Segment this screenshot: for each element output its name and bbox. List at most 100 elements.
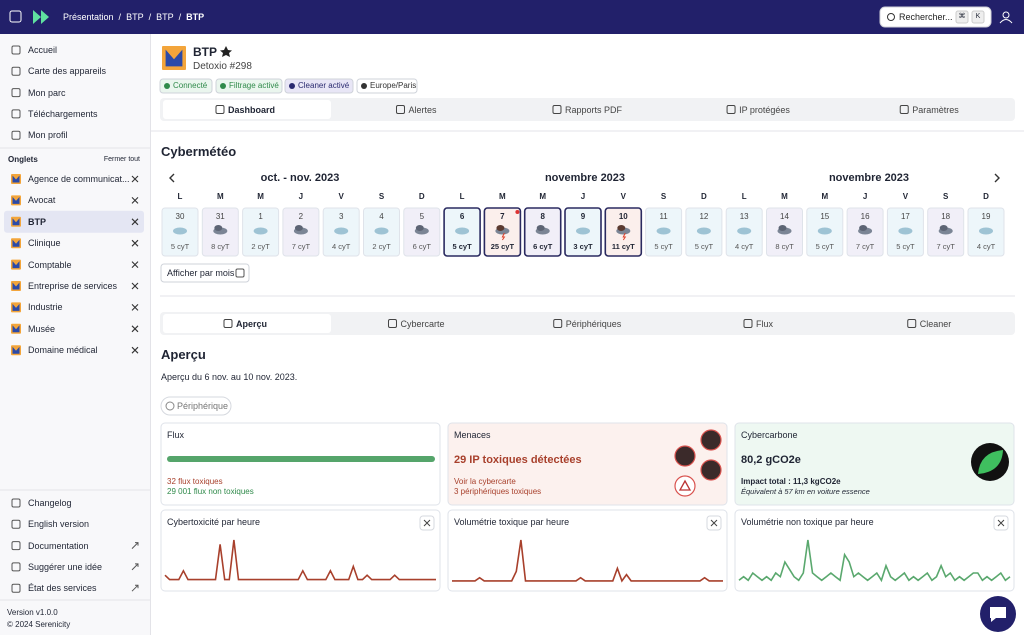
icon — [11, 519, 21, 529]
weekday: D — [983, 192, 989, 201]
footer-link[interactable]: Documentation — [28, 540, 89, 551]
next-arrow[interactable] — [994, 173, 1000, 183]
prev-arrow[interactable] — [169, 173, 175, 183]
icon — [235, 268, 245, 278]
tab[interactable]: Flux — [755, 318, 773, 329]
weekday: M — [499, 192, 506, 201]
weather-cloud-dark — [939, 225, 948, 231]
kbd — [955, 10, 969, 24]
sidebar-toggle[interactable] — [9, 10, 22, 23]
icon — [11, 498, 21, 508]
weather-cloud — [696, 227, 711, 235]
copyright: © 2024 Serenicity — [7, 620, 71, 629]
tab-active — [163, 314, 331, 333]
tab-item[interactable]: BTP — [28, 216, 46, 227]
footer-link[interactable]: État des services — [28, 583, 97, 594]
user-icon — [1002, 11, 1010, 19]
nav-item[interactable]: Carte des appareils — [28, 66, 107, 77]
breadcrumb-item[interactable]: BTP — [126, 12, 144, 22]
tab[interactable]: Paramètres — [912, 104, 959, 115]
star[interactable] — [220, 46, 232, 57]
tab-item[interactable]: Entreprise de services — [28, 281, 118, 291]
weekday: M — [216, 192, 224, 201]
card — [734, 422, 1015, 506]
nav-item[interactable]: Téléchargements — [28, 108, 98, 119]
tab[interactable]: Dashboard — [227, 104, 275, 115]
footer-link[interactable]: Suggérer une idée — [28, 561, 103, 572]
tab-close[interactable] — [131, 218, 139, 226]
tab[interactable]: Périphériques — [565, 318, 622, 329]
weather-cloud-dark — [617, 225, 626, 231]
warning-icon — [678, 479, 692, 491]
tab[interactable]: IP protégées — [739, 104, 790, 115]
icon — [907, 319, 917, 328]
tab[interactable]: Cleaner — [919, 318, 952, 329]
tab-close[interactable] — [131, 304, 139, 311]
tab-close[interactable] — [131, 197, 139, 204]
menaces-link[interactable]: Voir la cybercarte — [454, 477, 516, 486]
day-number: 4 — [379, 212, 384, 221]
logo-mark — [165, 49, 183, 67]
breadcrumb-item[interactable]: BTP — [186, 12, 205, 22]
chart-card — [734, 509, 1015, 592]
month-label: novembre 2023 — [544, 172, 626, 184]
tab-close[interactable] — [131, 175, 139, 183]
tab-close[interactable] — [131, 325, 139, 333]
section-title: Cybermétéo — [161, 144, 237, 159]
tab-item[interactable]: Agence de communicat... — [28, 174, 130, 184]
close-all[interactable]: Fermer tout — [103, 156, 140, 163]
footer-link[interactable]: English version — [28, 519, 90, 530]
nav-item[interactable]: Mon profil — [28, 130, 68, 141]
tab[interactable]: Aperçu — [235, 318, 267, 329]
tab-close[interactable] — [131, 239, 139, 247]
footer-link[interactable]: Changelog — [28, 498, 72, 508]
tab[interactable]: Cybercarte — [400, 318, 445, 329]
weekday: S — [660, 192, 667, 201]
filter-button[interactable] — [160, 396, 232, 416]
day-cyt: 4 cyT — [735, 242, 754, 251]
tab-item[interactable]: Clinique — [28, 238, 61, 249]
logo-mark — [12, 325, 20, 333]
month-button-label[interactable]: Afficher par mois — [167, 268, 235, 278]
alert-dot — [515, 210, 520, 214]
tab-active — [4, 210, 144, 233]
badge — [159, 78, 213, 94]
tab-close[interactable] — [131, 282, 139, 290]
version: Version v1.0.0 — [7, 608, 58, 617]
filter-label[interactable]: Périphérique — [177, 401, 229, 411]
tab-item[interactable]: Comptable — [28, 259, 72, 270]
weekday: S — [378, 192, 385, 201]
weather-cloud — [898, 227, 913, 235]
tab[interactable]: Alertes — [408, 104, 437, 115]
threat-icon — [674, 445, 696, 467]
tab[interactable]: Rapports PDF — [564, 104, 623, 115]
breadcrumb-item[interactable]: BTP — [156, 12, 174, 22]
icon — [11, 562, 21, 572]
tab-close[interactable] — [131, 261, 139, 268]
kbd — [971, 10, 985, 24]
search-placeholder: Rechercher... — [899, 12, 953, 22]
tab-item[interactable]: Domaine médical — [28, 345, 98, 356]
month-button[interactable] — [160, 263, 250, 283]
weekday: L — [459, 192, 465, 201]
icon — [11, 541, 21, 551]
badge — [356, 78, 418, 94]
icon — [215, 105, 225, 114]
tab-item[interactable]: Musée — [28, 323, 56, 334]
chart-title: Cybertoxicité par heure — [167, 517, 261, 527]
day-cyt: 11 cyT — [611, 242, 635, 251]
nav-item[interactable]: Accueil — [28, 45, 58, 55]
tab-close[interactable] — [131, 346, 139, 354]
breadcrumb-item[interactable]: Présentation — [63, 12, 114, 22]
weekday: V — [620, 192, 626, 201]
day-number: 14 — [780, 212, 789, 221]
nav-item[interactable]: Mon parc — [28, 87, 66, 98]
chart-card — [447, 509, 728, 592]
badge — [215, 78, 283, 94]
tab-item[interactable]: Avocat — [28, 195, 56, 206]
weather-bolt — [622, 232, 627, 241]
weekday: L — [177, 192, 183, 201]
badge-label: Cleaner activé — [298, 81, 350, 90]
tab-item[interactable]: Industrie — [28, 302, 63, 313]
icon — [11, 66, 21, 76]
